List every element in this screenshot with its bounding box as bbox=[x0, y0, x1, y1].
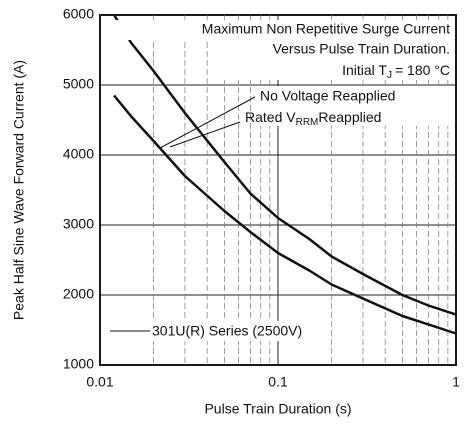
annotation: Maximum Non Repetitive Surge Current bbox=[202, 21, 450, 37]
x-axis-label: Pulse Train Duration (s) bbox=[204, 401, 351, 417]
annotation-part: Rated V bbox=[245, 109, 296, 125]
series-label: No Voltage Reapplied bbox=[260, 88, 395, 104]
annotation-sub: RRM bbox=[296, 117, 319, 128]
label-bg bbox=[220, 40, 451, 80]
y-tick-label: 2000 bbox=[63, 286, 94, 302]
series-label: Rated VRRMReapplied bbox=[245, 109, 381, 128]
y-tick-label: 1000 bbox=[63, 356, 94, 372]
x-tick-label: 1 bbox=[452, 374, 460, 390]
leader bbox=[159, 96, 256, 149]
y-tick-label: 5000 bbox=[63, 76, 94, 92]
label-bg bbox=[258, 86, 451, 126]
y-tick-label: 3000 bbox=[63, 216, 94, 232]
y-tick-label: 6000 bbox=[63, 6, 94, 22]
label-bg bbox=[115, 20, 451, 40]
annotation-part: Reapplied bbox=[318, 109, 381, 125]
y-tick-label: 4000 bbox=[63, 146, 94, 162]
annotation: Versus Pulse Train Duration. bbox=[273, 41, 450, 57]
series-line bbox=[113, 14, 457, 316]
y-axis-label: Peak Half Sine Wave Forward Current (A) bbox=[11, 60, 27, 320]
series-line bbox=[113, 94, 457, 335]
marks bbox=[113, 14, 457, 335]
label-bg bbox=[150, 321, 305, 341]
annotation-part: = 180 °C bbox=[395, 62, 450, 78]
annotation: Initial TJ = 180 °C bbox=[342, 62, 450, 81]
leader bbox=[169, 121, 241, 148]
x-tick-label: 0.1 bbox=[268, 374, 288, 390]
annotation: 301U(R) Series (2500V) bbox=[152, 323, 302, 339]
x-tick-label: 0.01 bbox=[86, 374, 113, 390]
annotation-sub: J bbox=[387, 70, 392, 81]
annotation-part: Initial T bbox=[342, 62, 387, 78]
